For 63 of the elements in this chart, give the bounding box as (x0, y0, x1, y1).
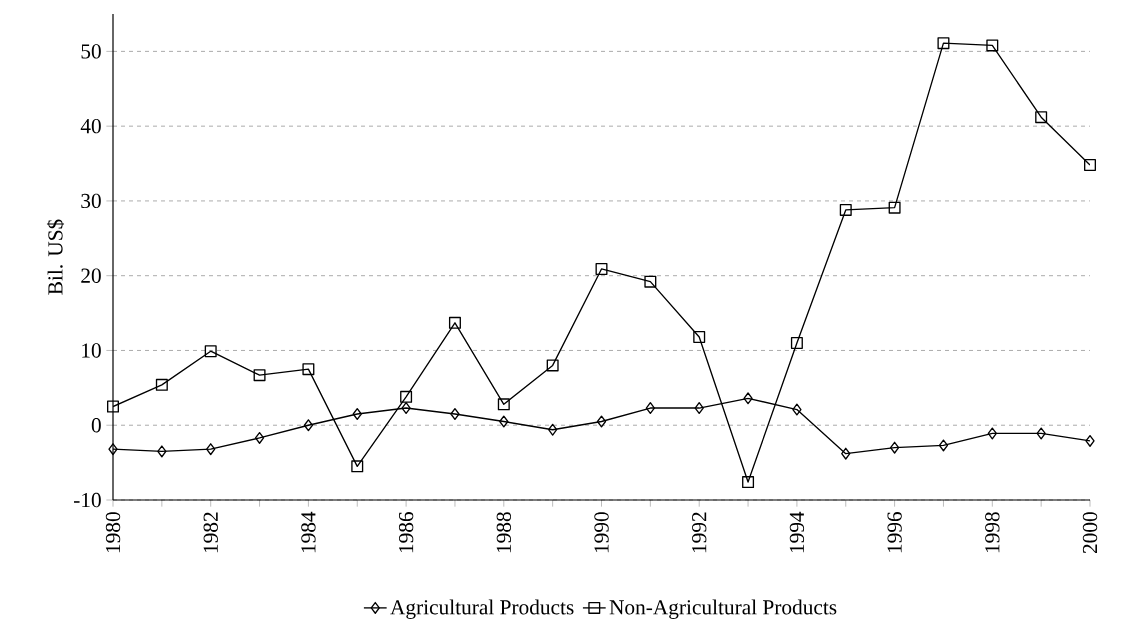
point (790, 336, 803, 349)
point (889, 441, 900, 454)
point (986, 39, 999, 52)
point (1085, 434, 1095, 447)
point (157, 445, 167, 458)
point (596, 415, 607, 428)
point (155, 378, 168, 391)
point (497, 398, 510, 411)
y-axis-title: Bil. US$ (46, 219, 65, 295)
point (302, 363, 315, 376)
point (839, 203, 852, 216)
point (448, 316, 461, 329)
point (108, 443, 118, 456)
point (204, 345, 217, 358)
x-tick-label: 1994 (789, 511, 805, 553)
x-tick-label: 1984 (301, 511, 316, 553)
point (937, 37, 950, 50)
point (645, 402, 656, 415)
point (401, 402, 411, 415)
point (499, 415, 509, 428)
y-tick-label: 20 (81, 268, 101, 283)
point (400, 390, 413, 403)
point (841, 447, 851, 460)
point (546, 359, 559, 372)
legend-label: Agricultural Products (390, 599, 574, 619)
x-tick-label: 1988 (496, 512, 511, 553)
y-tick-label: 40 (80, 118, 101, 134)
y-tick-label: 50 (81, 44, 101, 59)
x-tick-label: 1998 (985, 512, 1000, 553)
point (694, 402, 704, 415)
point (938, 439, 949, 452)
point (644, 275, 657, 288)
x-tick-label: 1996 (887, 512, 902, 553)
x-tick-label: 1990 (594, 512, 609, 553)
y-tick-label: 10 (82, 343, 101, 358)
point (693, 331, 706, 344)
y-tick-label: -10 (74, 492, 101, 508)
y-tick-label: 30 (81, 193, 101, 209)
point (547, 423, 558, 436)
point (888, 201, 901, 214)
point (254, 431, 265, 444)
point (303, 419, 314, 432)
point (1035, 111, 1048, 124)
point (107, 400, 119, 413)
x-tick-label: 1980 (105, 512, 121, 553)
point (253, 369, 266, 382)
point (987, 427, 997, 440)
legend-label: Non-Agricultural Products (609, 599, 837, 619)
point (743, 392, 753, 405)
point (450, 408, 460, 421)
x-tick-label: 1992 (692, 512, 707, 553)
y-tick-label: 0 (91, 418, 101, 433)
point (206, 443, 216, 456)
point (351, 460, 364, 473)
point (792, 403, 802, 416)
x-tick-label: 1986 (398, 512, 414, 553)
x-tick-label: 2000 (1082, 512, 1098, 554)
point (742, 476, 755, 489)
point (595, 262, 608, 275)
point (1036, 427, 1046, 440)
point (1084, 159, 1097, 172)
x-tick-label: 1982 (203, 512, 218, 553)
point (352, 408, 362, 421)
